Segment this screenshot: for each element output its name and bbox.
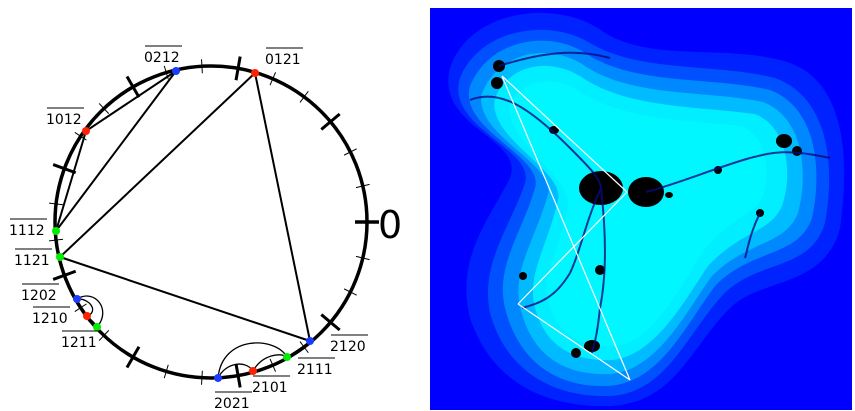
point-1121 [56,253,64,261]
label-2021: 2021 [214,396,250,411]
chord-0121-2120 [255,73,310,341]
zero-label: 0 [378,203,402,247]
point-2120 [306,337,314,345]
minor-tick [202,371,203,385]
interior-small-4 [665,192,673,198]
point-1112 [52,227,60,235]
interior-bottom-2 [571,348,581,358]
major-tick [127,347,139,368]
chord-0212-1012 [86,71,176,131]
major-tick [236,57,240,81]
point-2111 [283,353,291,361]
point-2021 [214,374,222,382]
interior-right-2 [792,146,802,156]
fractal-image [430,8,852,410]
label-0212: 0212 [144,50,180,66]
point-2101 [249,367,257,375]
label-2111: 2111 [297,362,333,378]
point-0121 [251,69,259,77]
point-0212 [172,67,180,75]
labels: 0212 0121 1012 1112 1121 1202 1210 1211 … [9,46,368,411]
minor-tick [202,59,203,73]
label-2120: 2120 [330,339,366,355]
arc-2111-2120 [287,341,310,357]
unit-circle [55,66,367,378]
major-tick [127,77,139,98]
point-1211 [93,323,101,331]
point-1210 [83,312,91,320]
major-tick [236,364,240,388]
circle-diagram: 0212 0121 1012 1112 1121 1202 1210 1211 … [0,0,425,411]
label-1121: 1121 [14,253,50,269]
interior-right [776,134,792,148]
chords [56,71,310,341]
label-0121: 0121 [265,52,301,68]
label-1112: 1112 [9,223,45,239]
circle-ticks [49,57,379,388]
point-1202 [73,295,81,303]
point-1012 [82,127,90,135]
interior-small-3 [519,272,527,280]
label-1210: 1210 [32,311,68,327]
label-1202: 1202 [21,288,57,304]
label-1211: 1211 [61,335,97,351]
interior-top-left-2 [491,77,503,89]
label-2101: 2101 [252,380,288,396]
chord-0121-1121 [60,73,255,257]
label-1012: 1012 [46,112,82,128]
